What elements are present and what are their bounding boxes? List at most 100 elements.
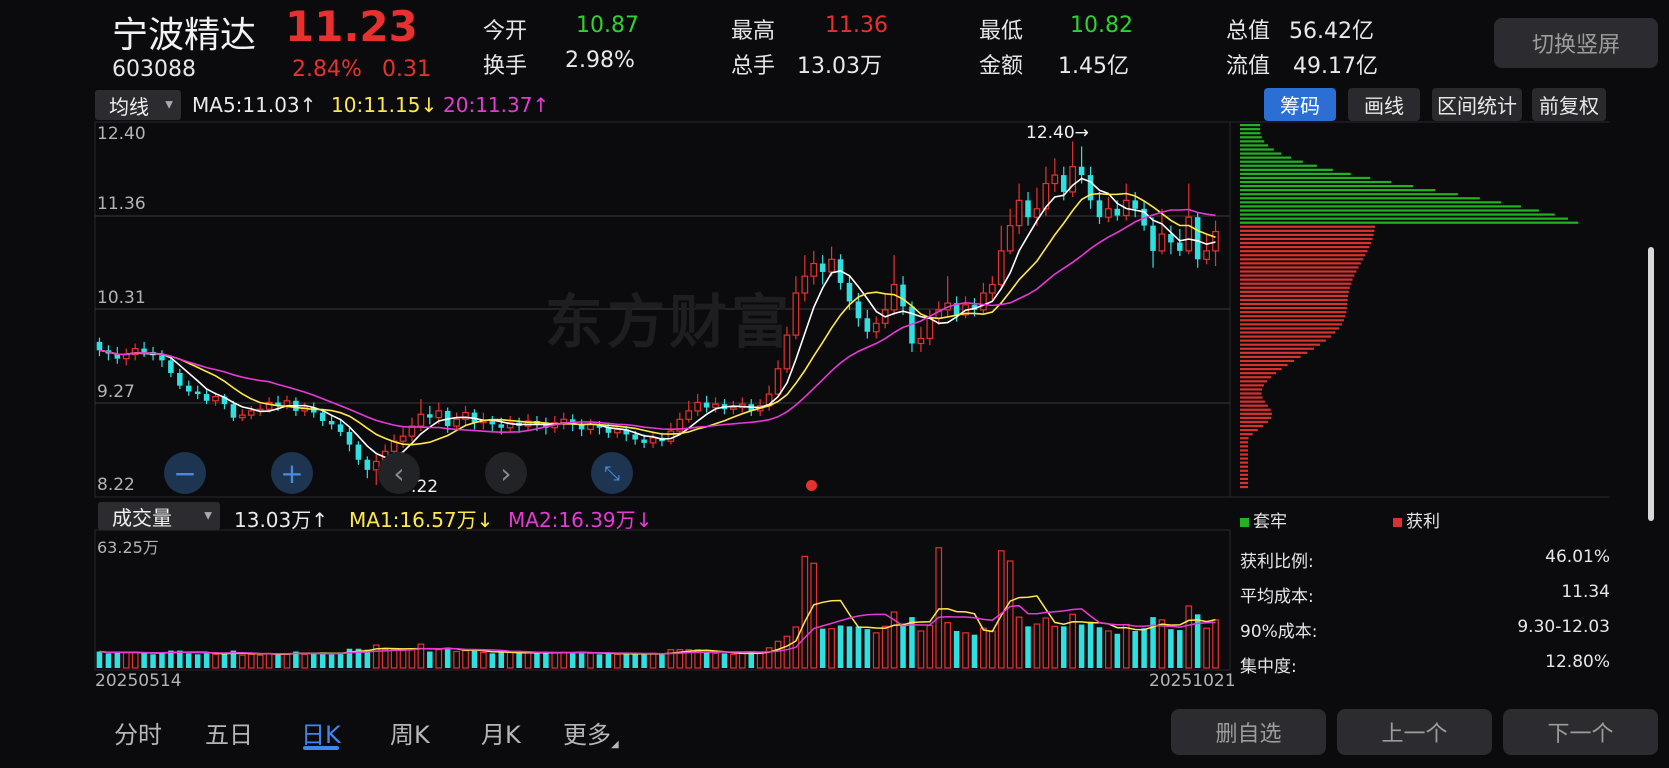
volume-bar <box>1069 613 1077 669</box>
candle-body <box>971 304 978 310</box>
volume-bar <box>587 652 594 669</box>
rotate-screen-button[interactable]: 切换竖屏 <box>1494 18 1658 68</box>
candle-body <box>578 424 585 430</box>
candle-body <box>828 258 835 273</box>
candle-body <box>1060 175 1067 192</box>
zoom-out-button[interactable]: − <box>164 452 206 494</box>
chip-bar <box>1240 148 1274 151</box>
ma-select[interactable]: 均线 ▼ <box>95 90 181 120</box>
y-tick-label: 12.40 <box>97 124 146 144</box>
candle-body <box>1096 200 1103 218</box>
tab-weekly-k[interactable]: 周K <box>390 721 430 749</box>
chevron-left-icon: ‹ <box>393 456 405 490</box>
chip-bar <box>1240 164 1317 167</box>
chip-bar <box>1240 274 1355 277</box>
y-tick-label: 9.27 <box>97 382 135 402</box>
volume-bar <box>649 652 657 669</box>
scroll-left-button[interactable]: ‹ <box>378 452 420 494</box>
minus-icon: − <box>173 456 197 490</box>
candle-body <box>792 292 800 336</box>
scrollbar[interactable] <box>1648 247 1654 521</box>
tab-monthly-k[interactable]: 月K <box>481 721 521 749</box>
candle-body <box>1033 208 1041 218</box>
volume-bar <box>168 650 174 668</box>
candle-body <box>427 414 433 418</box>
tab-daily-k[interactable]: 日K <box>301 721 341 749</box>
chip-bar <box>1240 420 1268 424</box>
volume-bar <box>543 652 549 668</box>
volume-bar <box>185 653 192 668</box>
collapse-button[interactable]: ⤡ <box>591 452 633 494</box>
chip-bar <box>1240 176 1371 180</box>
ma20-readout: 20:11.37↑ <box>443 93 549 117</box>
chip-stat-label: 集中度: <box>1240 657 1297 677</box>
zoom-in-button[interactable]: + <box>271 452 313 494</box>
chip-stat-label: 平均成本: <box>1240 587 1314 607</box>
volume-bar <box>435 649 443 669</box>
chip-bar <box>1240 258 1364 261</box>
volume-bar <box>1203 627 1210 669</box>
candle-body <box>641 439 647 443</box>
tab-forward-adjust[interactable]: 前复权 <box>1532 88 1606 121</box>
tab-range-stats[interactable]: 区间统计 <box>1432 88 1522 121</box>
volume-bar <box>1087 621 1094 668</box>
volume-bar <box>801 555 809 669</box>
stat-value-volume: 13.03万 <box>797 54 882 79</box>
volume-bar <box>765 647 773 669</box>
volume-value: 13.03万 <box>234 508 312 532</box>
watermark: 东方财富 <box>545 288 794 356</box>
volume-bar <box>247 653 255 669</box>
stat-label-turnover: 换手 <box>483 54 528 79</box>
volume-bar <box>471 650 478 668</box>
volume-bar <box>346 648 353 668</box>
chip-distribution <box>1240 124 1579 489</box>
candle-body <box>453 418 460 427</box>
volume-bar <box>275 653 281 668</box>
remove-watchlist-button[interactable]: 删自选 <box>1171 709 1326 755</box>
candle-body <box>596 424 603 428</box>
chip-bar <box>1240 278 1353 281</box>
volume-bar <box>159 652 165 668</box>
volume-bar <box>114 652 121 668</box>
previous-button[interactable]: 上一个 <box>1337 709 1492 755</box>
candle-body <box>194 391 201 395</box>
chip-stat-label: 90%成本: <box>1240 622 1318 642</box>
volume-bar <box>730 653 737 669</box>
candle-body <box>1015 199 1023 227</box>
ma10-value: 10:11.15 <box>331 93 421 117</box>
chip-bar <box>1240 168 1333 171</box>
next-button[interactable]: 下一个 <box>1503 709 1658 755</box>
chip-bar <box>1240 250 1368 253</box>
candle-body <box>676 418 684 432</box>
volume-bar <box>417 643 425 669</box>
chip-bar <box>1240 217 1568 220</box>
indicator-select[interactable]: 成交量 ▼ <box>98 502 220 530</box>
volume-bar <box>997 550 1005 669</box>
chip-bar <box>1240 384 1264 387</box>
vol-ma2-value: MA2:16.39万 <box>508 508 636 532</box>
volume-bar <box>694 649 702 669</box>
tab-chips[interactable]: 筹码 <box>1264 88 1336 121</box>
dropdown-triangle-icon: ▼ <box>165 99 173 111</box>
volume-bar <box>1096 627 1103 668</box>
volume-readout: 13.03万↑ <box>234 504 328 533</box>
stock-code: 603088 <box>112 57 196 82</box>
chip-bar <box>1240 355 1301 358</box>
candle-body <box>694 401 702 412</box>
tab-intraday[interactable]: 分时 <box>114 721 162 749</box>
scroll-right-button[interactable]: › <box>485 452 527 494</box>
tab-five-day[interactable]: 五日 <box>205 721 253 749</box>
chip-legend-trapped: 套牢 <box>1240 507 1287 532</box>
chip-bar <box>1240 351 1308 354</box>
candle-body <box>846 282 853 302</box>
chip-bar <box>1240 136 1262 139</box>
chip-bar <box>1240 433 1253 436</box>
stat-label-volume: 总手 <box>731 54 776 79</box>
volume-bar <box>212 653 219 669</box>
volume-bar <box>1015 616 1023 669</box>
chip-bar <box>1240 294 1349 297</box>
tab-more[interactable]: 更多◢ <box>563 715 619 750</box>
tab-draw-line[interactable]: 画线 <box>1348 88 1420 121</box>
chip-bar <box>1240 209 1539 212</box>
